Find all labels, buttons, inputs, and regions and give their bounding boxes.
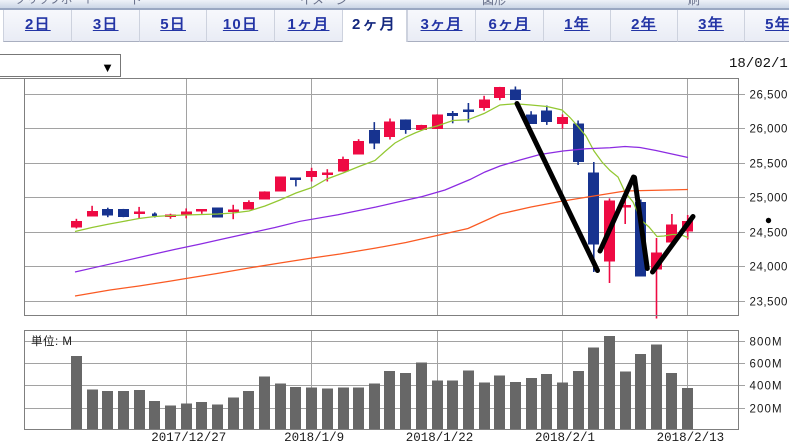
svg-text:単位: M: 単位: M [31, 334, 72, 348]
svg-text:400M: 400M [750, 381, 783, 393]
svg-text:2018/1/9: 2018/1/9 [284, 431, 344, 444]
svg-text:2018/2/13: 2018/2/13 [657, 431, 725, 444]
svg-text:26,500: 26,500 [750, 90, 788, 102]
svg-text:200M: 200M [750, 404, 783, 416]
svg-text:25,500: 25,500 [750, 159, 788, 171]
svg-text:24,000: 24,000 [750, 262, 788, 274]
svg-text:26,000: 26,000 [750, 124, 788, 136]
svg-text:23,500: 23,500 [750, 297, 788, 309]
svg-text:600M: 600M [750, 359, 783, 371]
svg-text:2018/2/1: 2018/2/1 [535, 431, 595, 444]
svg-text:24,500: 24,500 [750, 228, 788, 240]
svg-text:2017/12/27: 2017/12/27 [151, 431, 226, 444]
svg-text:25,000: 25,000 [750, 193, 788, 205]
svg-text:2018/1/22: 2018/1/22 [406, 431, 474, 444]
svg-text:800M: 800M [750, 337, 783, 349]
